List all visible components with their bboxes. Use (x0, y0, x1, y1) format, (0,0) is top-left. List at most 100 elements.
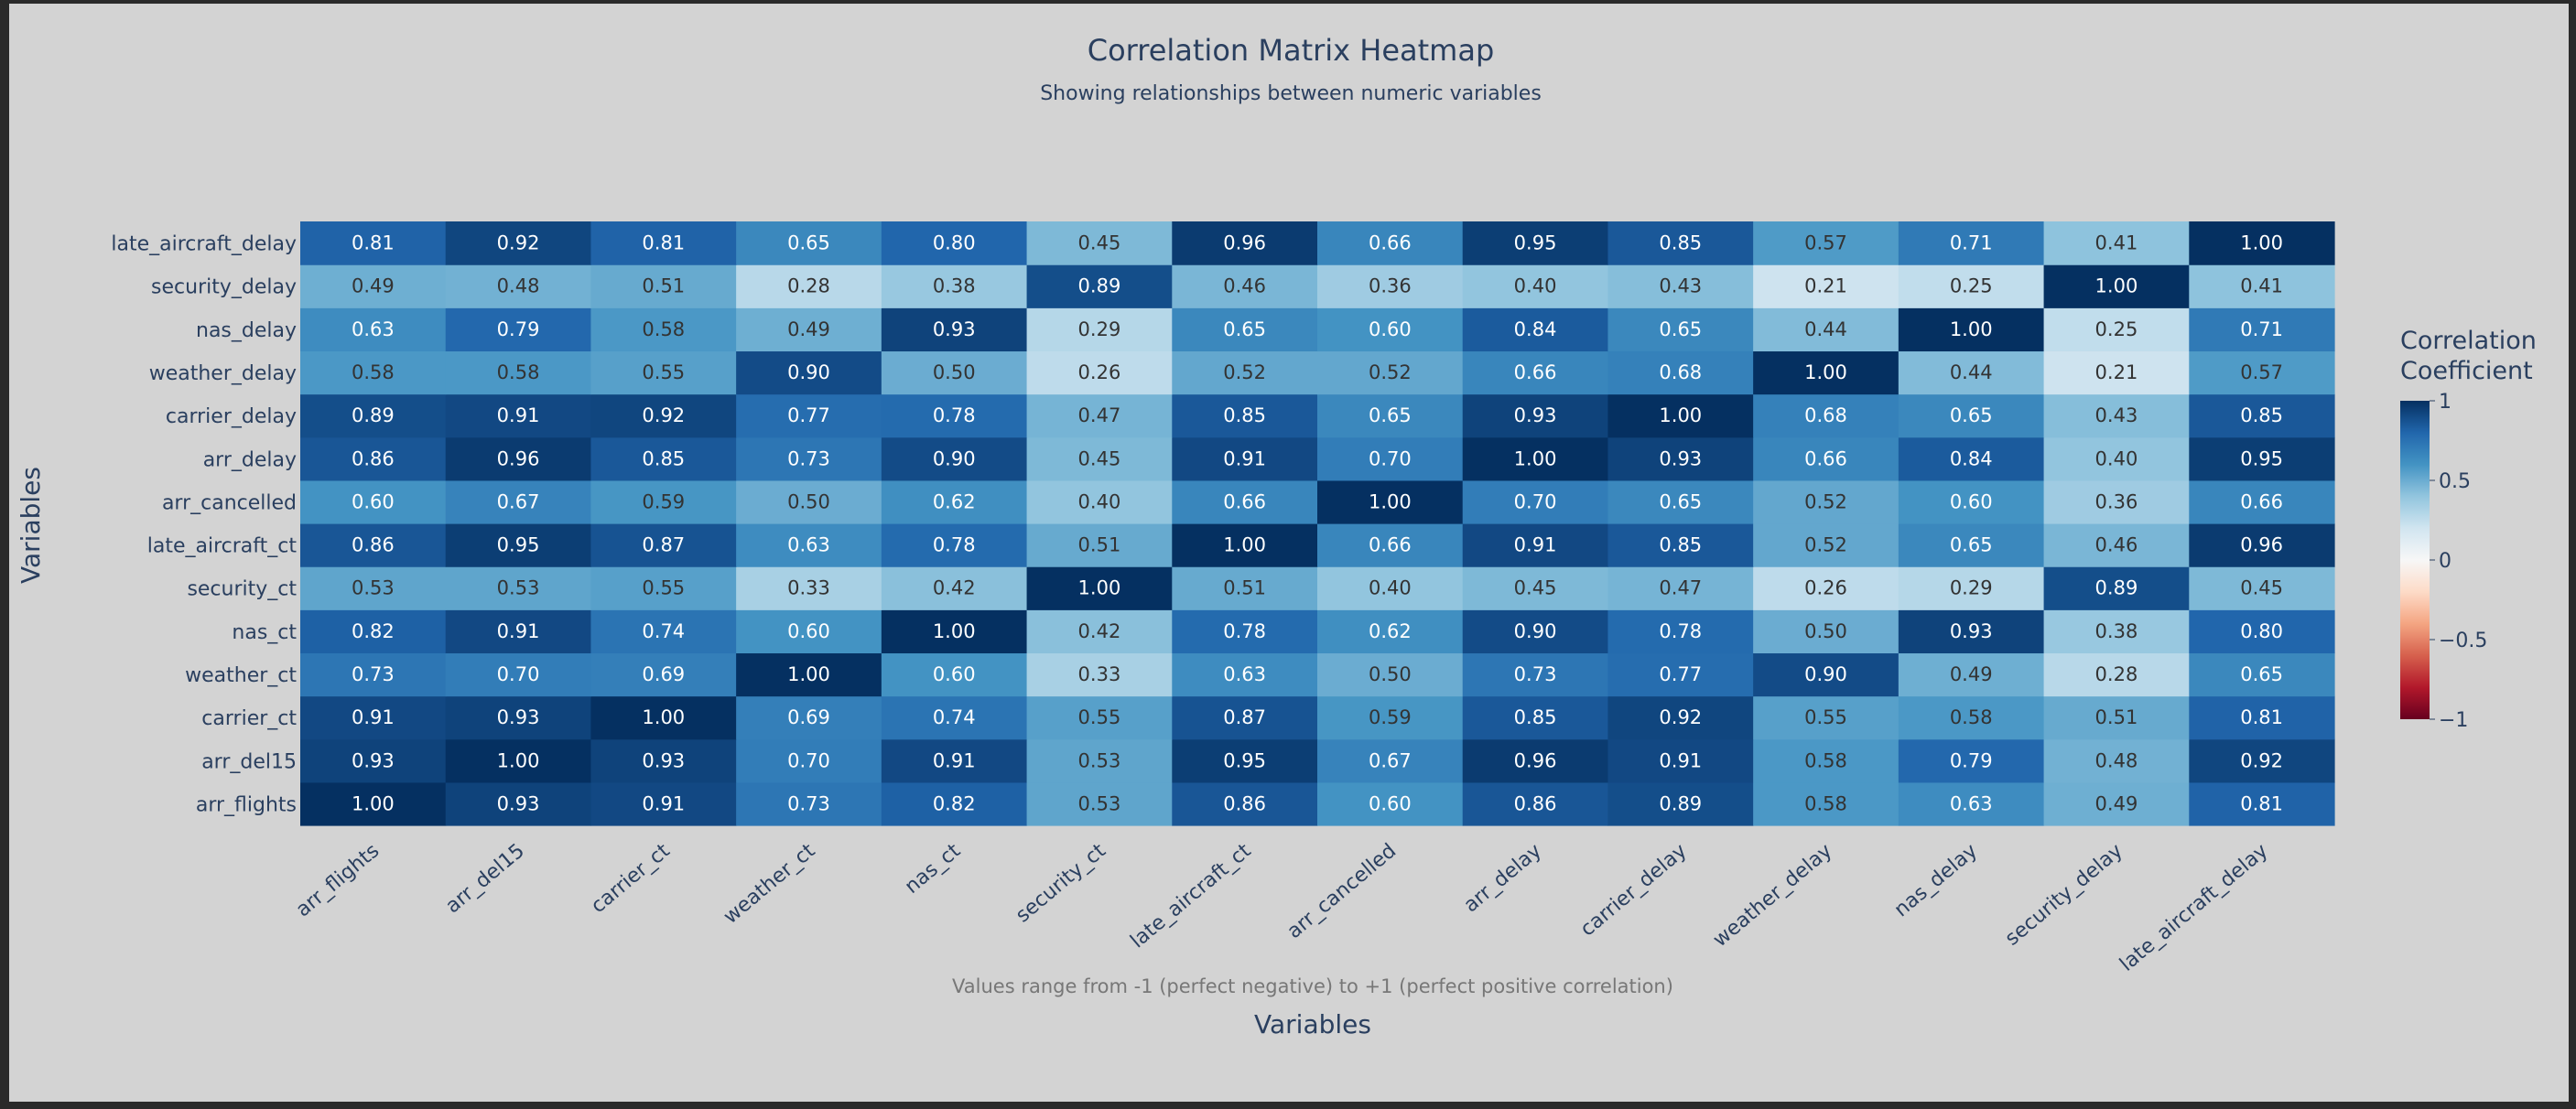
heatmap-cell (736, 738, 882, 783)
cell-value-label: 0.46 (1223, 275, 1266, 297)
cell-value-label: 0.65 (1659, 318, 1702, 340)
cell-value-label: 0.50 (933, 361, 976, 383)
heatmap-cell (2189, 350, 2335, 395)
cell-value-label: 0.78 (933, 534, 976, 556)
heatmap-cell (1753, 264, 1900, 308)
heatmap-cell (2189, 609, 2335, 654)
cell-value-label: 0.93 (497, 792, 540, 814)
heatmap-cell (445, 221, 592, 265)
heatmap-cell (1172, 221, 1318, 265)
cell-value-label: 0.53 (1078, 749, 1121, 771)
y-tick-label: nas_ct (232, 621, 297, 644)
heatmap-cell (1462, 566, 1609, 610)
heatmap-cell (736, 436, 882, 481)
heatmap-cell (590, 307, 737, 352)
heatmap-cell (590, 393, 737, 438)
cell-value-label: 0.70 (1514, 490, 1557, 512)
heatmap-cell (590, 738, 737, 783)
cell-value-label: 0.81 (352, 232, 395, 254)
heatmap-cell (1317, 350, 1464, 395)
cell-value-label: 0.74 (933, 706, 976, 728)
cell-value-label: 0.62 (933, 490, 976, 512)
heatmap-cell (590, 609, 737, 654)
heatmap-cell (1317, 307, 1464, 352)
heatmap-cell (445, 393, 592, 438)
cell-value-label: 0.50 (1804, 620, 1847, 642)
x-tick-label: arr_delay (1459, 839, 1545, 917)
heatmap-cell (1607, 393, 1754, 438)
cell-value-label: 0.21 (1804, 275, 1847, 297)
cell-value-label: 0.95 (1223, 749, 1266, 771)
heatmap-cell (2189, 738, 2335, 783)
heatmap-cell (1026, 523, 1173, 567)
heatmap-cell (1898, 350, 2045, 395)
chart-subtitle: Showing relationships between numeric va… (1040, 82, 1542, 105)
cell-value-label: 0.51 (642, 275, 685, 297)
heatmap-cell (1607, 609, 1754, 654)
cell-value-label: 0.93 (1950, 620, 1993, 642)
cell-value-label: 0.66 (1804, 447, 1847, 469)
cell-value-label: 0.91 (1514, 534, 1557, 556)
heatmap-cell (1462, 738, 1609, 783)
cell-value-label: 0.45 (1078, 447, 1121, 469)
cell-value-label: 0.79 (1950, 749, 1993, 771)
y-tick-label: weather_delay (149, 362, 297, 385)
cell-value-label: 0.86 (352, 447, 395, 469)
cell-value-label: 0.63 (1950, 792, 1993, 814)
cell-value-label: 0.42 (933, 577, 976, 599)
x-tick-label: weather_ct (720, 839, 820, 929)
heatmap-cell (1607, 350, 1754, 395)
cell-value-label: 0.60 (933, 663, 976, 685)
heatmap-cell (1026, 652, 1173, 697)
cell-value-label: 0.49 (352, 275, 395, 297)
heatmap-cell (445, 307, 592, 352)
colorbar-title-line-1: Correlation (2400, 327, 2537, 355)
cell-value-label: 0.59 (1369, 706, 1412, 728)
cell-value-label: 0.53 (1078, 792, 1121, 814)
cell-value-label: 0.33 (787, 577, 830, 599)
heatmap-cell (1607, 523, 1754, 567)
cell-value-label: 1.00 (1078, 577, 1121, 599)
heatmap-cell (881, 479, 1028, 524)
cell-value-label: 0.91 (352, 706, 395, 728)
cell-value-label: 0.38 (2095, 620, 2138, 642)
heatmap-cell (2189, 695, 2335, 740)
heatmap-cell (445, 436, 592, 481)
y-tick-label: carrier_delay (166, 405, 297, 428)
cell-value-label: 0.89 (2095, 577, 2138, 599)
heatmap-cell (1172, 307, 1318, 352)
cell-value-label: 0.71 (1950, 232, 1993, 254)
colorbar-tick-label: −1 (2439, 709, 2468, 732)
cell-value-label: 0.55 (1078, 706, 1121, 728)
cell-value-label: 0.60 (1369, 792, 1412, 814)
heatmap-cell (1898, 307, 2045, 352)
heatmap-cell (590, 221, 737, 265)
heatmap-cell (1172, 652, 1318, 697)
cell-value-label: 0.89 (1659, 792, 1702, 814)
y-tick-label: security_ct (187, 578, 297, 601)
heatmap-cell (2043, 566, 2190, 610)
heatmap-cell (2189, 781, 2335, 826)
y-tick-label: arr_delay (203, 448, 297, 471)
x-tick-labels: arr_flights arr_del15 carrier_ct weather_ct… (292, 839, 2273, 976)
cell-value-label: 0.78 (1659, 620, 1702, 642)
heatmap-cell (2189, 221, 2335, 265)
heatmap-cell (1317, 479, 1464, 524)
x-tick-label: arr_flights (292, 839, 384, 921)
cell-value-label: 1.00 (2240, 232, 2283, 254)
heatmap-cell (300, 221, 447, 265)
chart-annotation: Values range from -1 (perfect negative) … (952, 975, 1673, 997)
cell-value-label: 0.80 (2240, 620, 2283, 642)
heatmap-cell (590, 479, 737, 524)
heatmap-cell (1607, 652, 1754, 697)
cell-value-label: 0.49 (787, 318, 830, 340)
heatmap-cell (1898, 436, 2045, 481)
cell-value-label: 0.43 (2095, 404, 2138, 426)
y-tick-label: arr_del15 (201, 750, 297, 773)
colorbar-tick-label: 0 (2439, 550, 2452, 573)
x-tick-label: security_ct (1012, 839, 1110, 927)
colorbar: Correlation Coefficient 1 0.5 0 −0.5 −1 (2400, 327, 2537, 732)
cell-value-label: 0.92 (642, 404, 685, 426)
heatmap-cell (1462, 479, 1609, 524)
y-tick-label: security_delay (151, 276, 297, 299)
